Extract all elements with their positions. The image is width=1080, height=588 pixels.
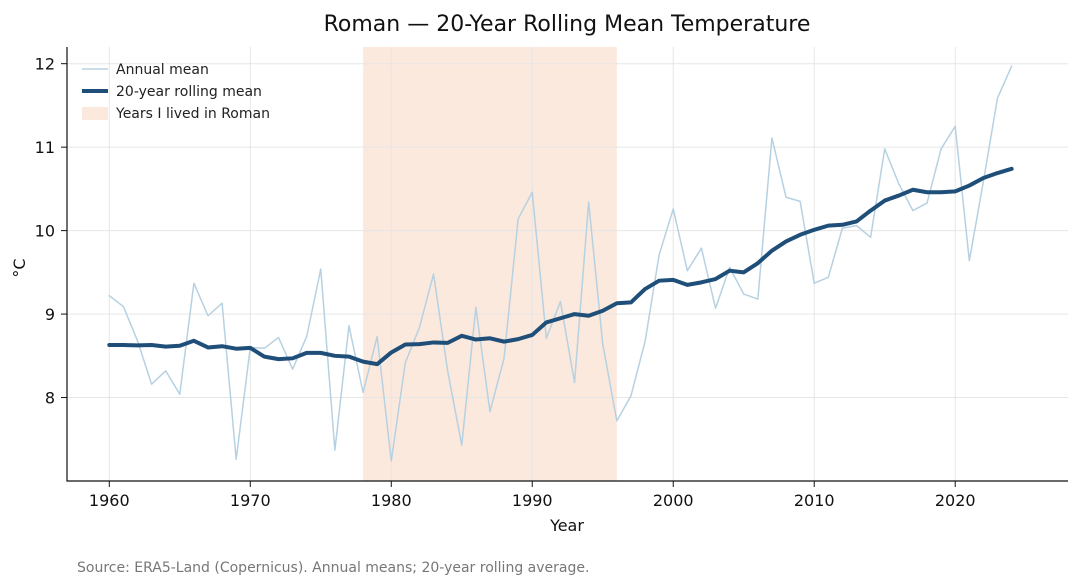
x-tick-label-1970: 1970 <box>230 491 271 510</box>
x-tick-label-1990: 1990 <box>512 491 553 510</box>
x-tick-label-2020: 2020 <box>935 491 976 510</box>
gridlines <box>67 47 1068 481</box>
legend: Annual mean 20-year rolling mean Years I… <box>82 62 270 122</box>
y-tick-label-12: 12 <box>35 55 55 74</box>
legend-label-rolling-mean: 20-year rolling mean <box>116 84 262 100</box>
series-layer <box>107 65 1014 462</box>
shaded-region-layer <box>363 47 617 481</box>
x-tick-label-2000: 2000 <box>653 491 694 510</box>
axes <box>66 47 1068 482</box>
legend-label-annual-mean: Annual mean <box>116 62 209 78</box>
tick-labels: 1960 1970 1980 1990 2000 2010 2020 8 9 10 11 12 <box>35 55 976 510</box>
y-tick-label-10: 10 <box>35 222 55 241</box>
y-tick-label-9: 9 <box>45 305 55 324</box>
legend-swatch-lived-years <box>82 107 108 120</box>
y-axis-label: °C <box>10 258 29 277</box>
y-tick-label-11: 11 <box>35 138 55 157</box>
legend-label-lived-years: Years I lived in Roman <box>115 106 270 122</box>
annual-mean-line <box>108 65 1013 462</box>
source-note: Source: ERA5-Land (Copernicus). Annual m… <box>77 560 589 576</box>
x-tick-label-1980: 1980 <box>371 491 412 510</box>
x-tick-label-1960: 1960 <box>89 491 130 510</box>
chart-title: Roman — 20-Year Rolling Mean Temperature <box>324 12 811 37</box>
x-tick-label-2010: 2010 <box>794 491 835 510</box>
shaded-region-lived-years <box>363 47 617 481</box>
y-tick-label-8: 8 <box>45 389 55 408</box>
x-axis-label: Year <box>549 516 584 535</box>
rolling-mean-line <box>107 166 1014 367</box>
